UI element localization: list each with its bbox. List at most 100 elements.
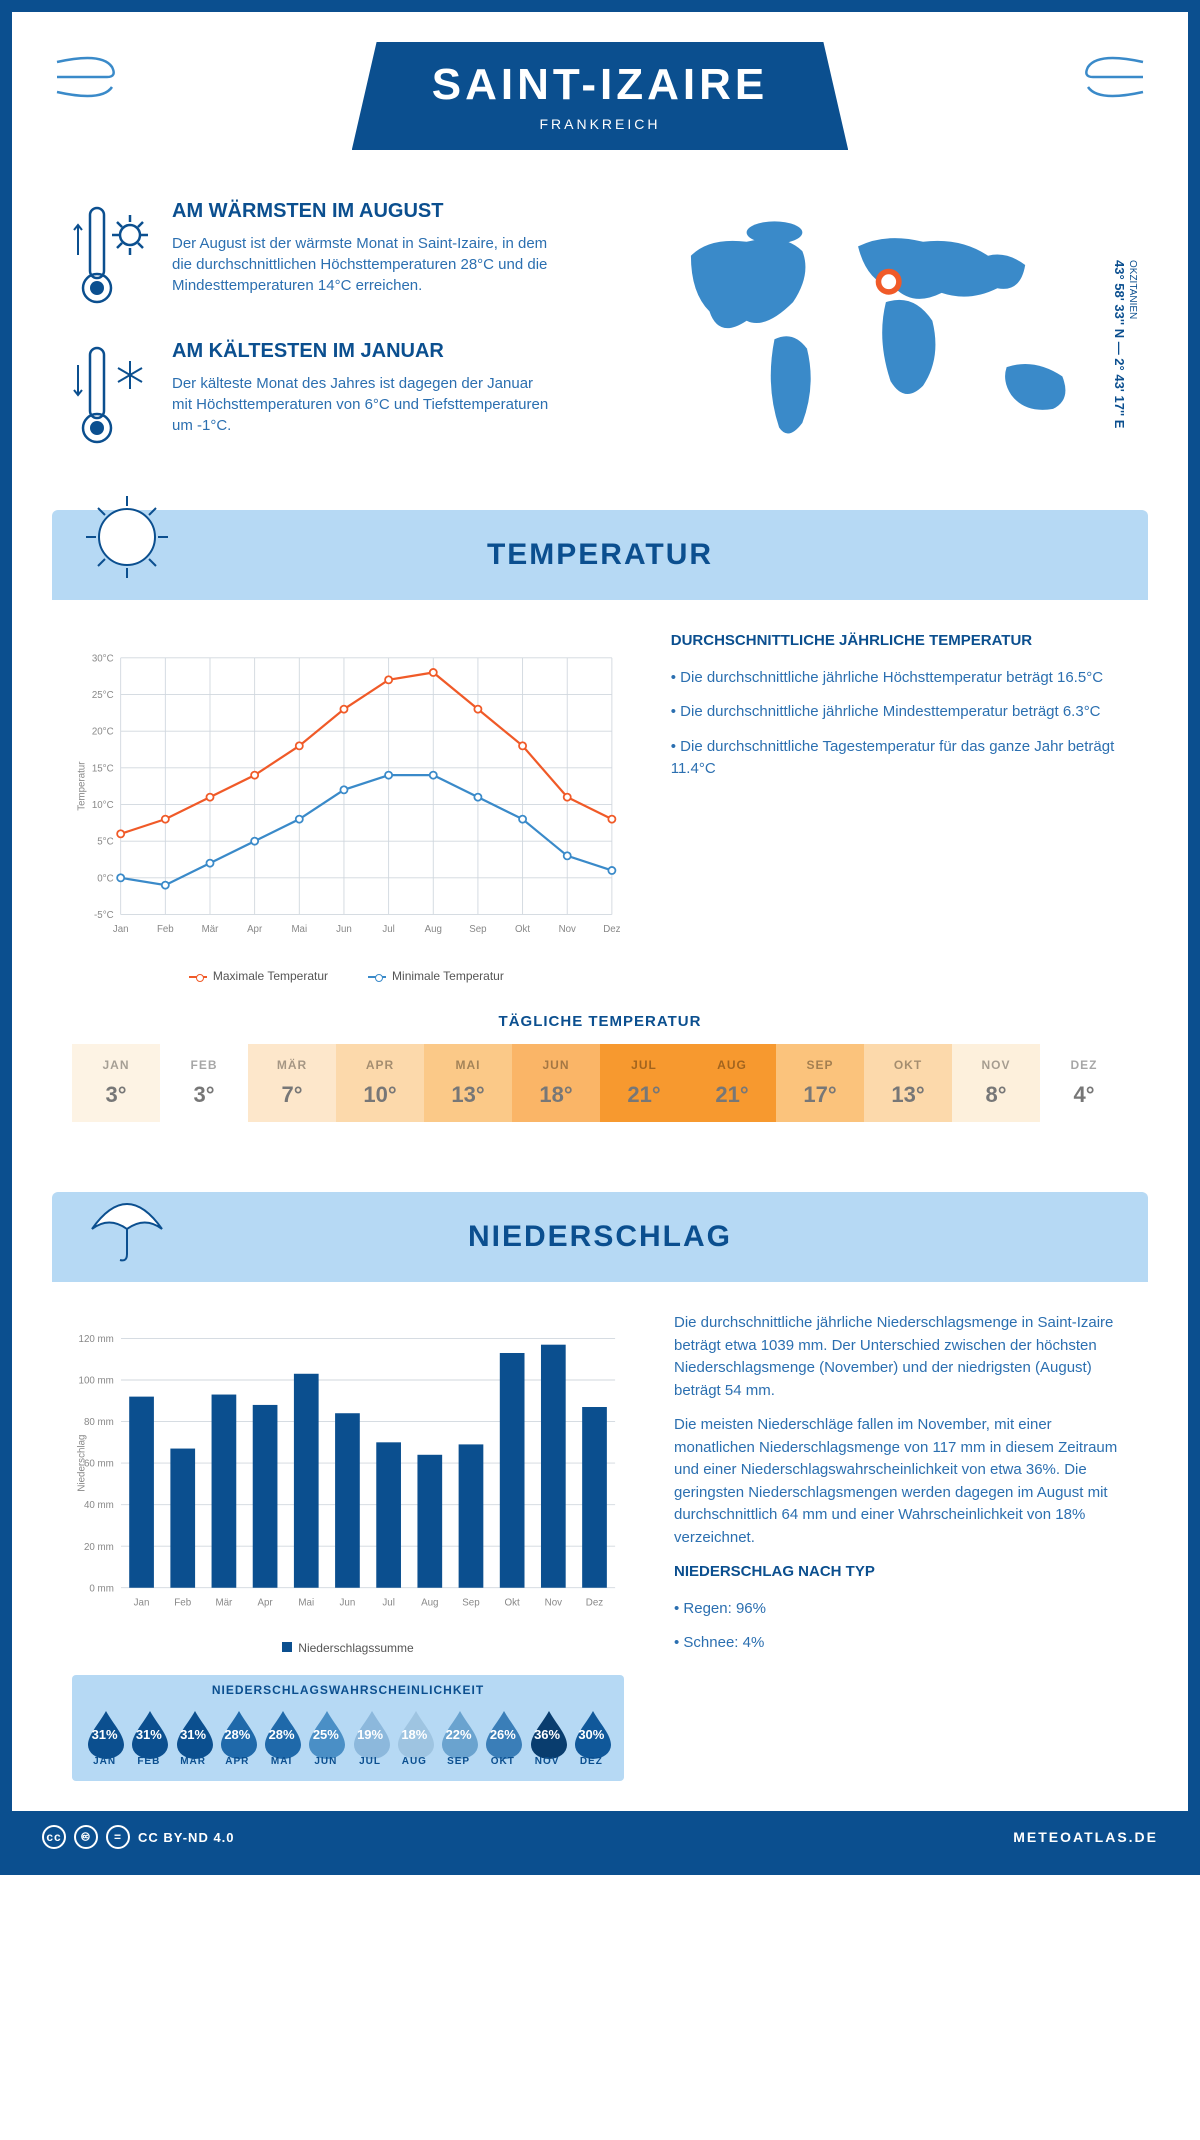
svg-text:Jun: Jun bbox=[340, 1598, 356, 1609]
site-name: METEOATLAS.DE bbox=[1013, 1829, 1158, 1845]
header: SAINT-IZAIRE FRANKREICH bbox=[12, 12, 1188, 170]
warmest-text: Der August ist der wärmste Monat in Sain… bbox=[172, 233, 552, 296]
svg-text:30°C: 30°C bbox=[92, 653, 114, 664]
svg-text:Temperatur: Temperatur bbox=[76, 761, 87, 811]
prob-drop: 36%NOV bbox=[527, 1707, 568, 1767]
thermometer-sun-icon bbox=[72, 200, 152, 310]
prob-drop: 26%OKT bbox=[482, 1707, 523, 1767]
svg-text:Nov: Nov bbox=[559, 924, 576, 935]
svg-text:Dez: Dez bbox=[603, 924, 620, 935]
probability-box: NIEDERSCHLAGSWAHRSCHEINLICHKEIT 31%JAN31… bbox=[72, 1675, 624, 1781]
svg-text:Okt: Okt bbox=[515, 924, 530, 935]
svg-text:Sep: Sep bbox=[462, 1598, 480, 1609]
daily-cell: OKT13° bbox=[864, 1044, 952, 1122]
thermometer-snow-icon bbox=[72, 340, 152, 450]
svg-text:Jul: Jul bbox=[382, 924, 394, 935]
prob-drop: 31%MÄR bbox=[173, 1707, 214, 1767]
svg-text:Aug: Aug bbox=[425, 924, 442, 935]
svg-text:Niederschlag: Niederschlag bbox=[76, 1435, 87, 1492]
svg-text:Apr: Apr bbox=[247, 924, 263, 935]
prob-drop: 31%FEB bbox=[128, 1707, 169, 1767]
svg-text:Feb: Feb bbox=[157, 924, 174, 935]
svg-text:Aug: Aug bbox=[421, 1598, 438, 1609]
svg-text:15°C: 15°C bbox=[92, 763, 114, 774]
daily-cell: MAI13° bbox=[424, 1044, 512, 1122]
svg-text:Mär: Mär bbox=[202, 924, 220, 935]
daily-cell: JUN18° bbox=[512, 1044, 600, 1122]
prob-drop: 28%APR bbox=[217, 1707, 258, 1767]
coords-label: 43° 58' 33'' N — 2° 43' 17'' E bbox=[1112, 260, 1127, 428]
svg-text:Jun: Jun bbox=[336, 924, 352, 935]
page-subtitle: FRANKREICH bbox=[432, 116, 768, 132]
coldest-text: Der kälteste Monat des Jahres ist dagege… bbox=[172, 373, 552, 436]
world-map: OKZITANIEN43° 58' 33'' N — 2° 43' 17'' E bbox=[644, 200, 1128, 480]
daily-title: TÄGLICHE TEMPERATUR bbox=[72, 1013, 1128, 1030]
temp-legend: Maximale Temperatur Minimale Temperatur bbox=[72, 969, 621, 983]
svg-text:60 mm: 60 mm bbox=[84, 1459, 114, 1470]
temp-summary: DURCHSCHNITTLICHE JÄHRLICHE TEMPERATUR •… bbox=[671, 630, 1128, 983]
svg-text:Feb: Feb bbox=[174, 1598, 191, 1609]
prob-drop: 25%JUN bbox=[305, 1707, 346, 1767]
precip-heading: NIEDERSCHLAG bbox=[468, 1220, 732, 1254]
svg-text:0 mm: 0 mm bbox=[89, 1583, 113, 1594]
precip-section-header: NIEDERSCHLAG bbox=[52, 1192, 1148, 1282]
warmest-block: AM WÄRMSTEN IM AUGUST Der August ist der… bbox=[72, 200, 604, 310]
temperature-line-chart: -5°C 0°C 5°C 10°C 15°C 20°C 25°C 30°C Jan Feb Mär A… bbox=[72, 630, 621, 960]
prob-drop: 31%JAN bbox=[84, 1707, 125, 1767]
svg-text:25°C: 25°C bbox=[92, 690, 114, 701]
svg-text:120 mm: 120 mm bbox=[79, 1334, 114, 1345]
coldest-block: AM KÄLTESTEN IM JANUAR Der kälteste Mona… bbox=[72, 340, 604, 450]
precip-summary: Die durchschnittliche jährliche Niedersc… bbox=[674, 1312, 1128, 1781]
temp-section-header: TEMPERATUR bbox=[52, 510, 1148, 600]
svg-text:Jul: Jul bbox=[382, 1598, 395, 1609]
prob-drop: 19%JUL bbox=[350, 1707, 391, 1767]
svg-text:Jan: Jan bbox=[113, 924, 129, 935]
svg-text:Apr: Apr bbox=[257, 1598, 273, 1609]
svg-text:Okt: Okt bbox=[505, 1598, 520, 1609]
svg-text:0°C: 0°C bbox=[97, 873, 113, 884]
svg-text:-5°C: -5°C bbox=[94, 910, 114, 921]
svg-text:20 mm: 20 mm bbox=[84, 1542, 114, 1553]
svg-text:100 mm: 100 mm bbox=[79, 1376, 114, 1387]
svg-text:5°C: 5°C bbox=[97, 837, 113, 848]
region-label: OKZITANIEN bbox=[1127, 260, 1138, 424]
temp-heading: TEMPERATUR bbox=[487, 538, 713, 572]
daily-cell: JUL21° bbox=[600, 1044, 688, 1122]
daily-cell: APR10° bbox=[336, 1044, 424, 1122]
footer: cc🅭= CC BY-ND 4.0 METEOATLAS.DE bbox=[12, 1811, 1188, 1863]
svg-text:80 mm: 80 mm bbox=[84, 1417, 114, 1428]
daily-temp-row: JAN3°FEB3°MÄR7°APR10°MAI13°JUN18°JUL21°A… bbox=[72, 1044, 1128, 1122]
svg-text:Jan: Jan bbox=[134, 1598, 150, 1609]
coldest-title: AM KÄLTESTEN IM JANUAR bbox=[172, 340, 552, 363]
svg-text:Nov: Nov bbox=[545, 1598, 563, 1609]
daily-cell: JAN3° bbox=[72, 1044, 160, 1122]
page-title: SAINT-IZAIRE bbox=[432, 60, 768, 110]
prob-drop: 18%AUG bbox=[394, 1707, 435, 1767]
license: cc🅭= CC BY-ND 4.0 bbox=[42, 1825, 235, 1849]
wind-icon bbox=[52, 42, 132, 102]
svg-text:20°C: 20°C bbox=[92, 727, 114, 738]
daily-cell: NOV8° bbox=[952, 1044, 1040, 1122]
svg-text:Dez: Dez bbox=[586, 1598, 604, 1609]
daily-cell: DEZ4° bbox=[1040, 1044, 1128, 1122]
svg-text:Mai: Mai bbox=[291, 924, 307, 935]
daily-cell: FEB3° bbox=[160, 1044, 248, 1122]
precip-legend: Niederschlagssumme bbox=[72, 1641, 624, 1655]
umbrella-icon bbox=[82, 1174, 172, 1264]
svg-text:40 mm: 40 mm bbox=[84, 1500, 114, 1511]
svg-text:Mai: Mai bbox=[298, 1598, 314, 1609]
title-banner: SAINT-IZAIRE FRANKREICH bbox=[352, 42, 848, 150]
daily-cell: AUG21° bbox=[688, 1044, 776, 1122]
prob-drop: 28%MAI bbox=[261, 1707, 302, 1767]
daily-cell: MÄR7° bbox=[248, 1044, 336, 1122]
sun-icon bbox=[82, 492, 172, 582]
svg-text:Mär: Mär bbox=[215, 1598, 233, 1609]
precipitation-bar-chart: 0 mm 20 mm 40 mm 60 mm 80 mm 100 mm 120 mm Jan F… bbox=[72, 1312, 624, 1632]
warmest-title: AM WÄRMSTEN IM AUGUST bbox=[172, 200, 552, 223]
svg-text:Sep: Sep bbox=[469, 924, 486, 935]
wind-icon bbox=[1068, 42, 1148, 102]
prob-drop: 30%DEZ bbox=[571, 1707, 612, 1767]
prob-drop: 22%SEP bbox=[438, 1707, 479, 1767]
svg-text:10°C: 10°C bbox=[92, 800, 114, 811]
daily-cell: SEP17° bbox=[776, 1044, 864, 1122]
